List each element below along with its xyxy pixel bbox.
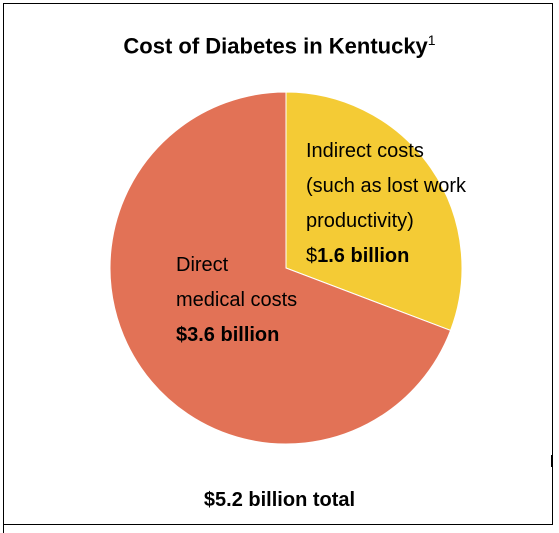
indirect-label-line-1: Indirect costs	[306, 140, 424, 162]
direct-label-line-1: Direct	[176, 254, 229, 276]
pie-slice-direct-medical-costs	[109, 91, 452, 445]
chart-title: Cost of Diabetes in Kentucky1	[0, 32, 559, 59]
indirect-value-prefix: $	[306, 245, 317, 267]
pie-slice-indirect-costs	[285, 91, 463, 332]
chart-title-text: Cost of Diabetes in Kentucky	[123, 33, 428, 59]
chart-title-footnote: 1	[427, 32, 436, 48]
indirect-value: 1.6 billion	[317, 245, 409, 267]
indirect-value-label: $1.6 billion	[306, 245, 409, 267]
indirect-label-line-3: productivity)	[306, 210, 414, 232]
pie-slices	[109, 91, 463, 445]
chart-frame	[3, 3, 553, 525]
frame-stub	[3, 520, 4, 533]
direct-label-line-2: medical costs	[176, 289, 297, 311]
direct-value-label: $3.6 billion	[176, 324, 279, 346]
indirect-label-line-2: (such as lost work	[306, 175, 467, 197]
chart-total: $5.2 billion total	[203, 489, 356, 511]
frame-tick	[551, 455, 552, 467]
